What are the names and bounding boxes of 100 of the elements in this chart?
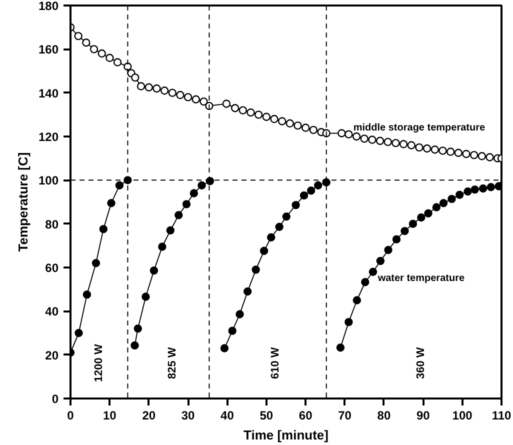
point: [352, 296, 362, 304]
point: [300, 191, 308, 200]
annotation: 360 W: [414, 346, 427, 380]
point: [98, 49, 106, 58]
point: [198, 181, 206, 190]
point: [136, 82, 146, 90]
point: [166, 226, 175, 234]
x-tick-label: 70: [338, 408, 352, 422]
point: [184, 93, 192, 102]
point: [160, 86, 169, 95]
point: [407, 141, 416, 150]
x-tick-label: 10: [103, 408, 117, 422]
point: [278, 117, 286, 126]
point: [252, 266, 260, 274]
point: [432, 203, 441, 212]
point: [222, 100, 231, 108]
point: [200, 97, 208, 106]
point: [152, 84, 161, 93]
annotation: 610 W: [269, 346, 282, 380]
point: [470, 185, 479, 194]
x-tick-label: 110: [492, 408, 512, 422]
y-tick-label: 180: [38, 0, 59, 13]
point: [230, 104, 240, 112]
y-tick-label: 80: [45, 217, 59, 232]
y-tick-label: 140: [38, 86, 59, 100]
point: [301, 124, 310, 132]
point: [486, 153, 494, 162]
point: [415, 143, 424, 152]
point: [464, 187, 472, 196]
x-tick-label: 30: [181, 408, 196, 422]
y-tick-label: 160: [38, 42, 59, 57]
point: [82, 38, 90, 47]
point: [144, 83, 153, 92]
point: [478, 184, 488, 193]
point: [150, 266, 158, 275]
point: [90, 45, 98, 54]
annotation: 825 W: [166, 346, 178, 380]
point: [384, 138, 392, 146]
point: [470, 150, 478, 160]
point: [306, 186, 316, 195]
point: [446, 148, 455, 156]
point: [282, 212, 290, 221]
point: [454, 148, 462, 157]
point: [134, 324, 142, 333]
point: [430, 146, 439, 154]
point: [168, 88, 176, 97]
point: [82, 290, 92, 299]
point: [142, 292, 150, 301]
point: [74, 32, 82, 40]
point: [455, 190, 464, 199]
series-label: middle storage temperature: [353, 122, 486, 134]
point: [338, 129, 346, 138]
point: [192, 95, 200, 104]
point: [182, 200, 191, 208]
point: [399, 140, 408, 148]
point: [352, 132, 361, 141]
point: [275, 222, 284, 231]
point: [336, 344, 345, 352]
point: [74, 328, 83, 338]
point: [115, 181, 124, 190]
point: [107, 199, 116, 208]
point: [106, 54, 114, 62]
y-tick-label: 40: [45, 304, 59, 319]
point: [408, 220, 418, 228]
x-tick-label: 100: [452, 408, 473, 422]
point: [314, 181, 322, 190]
point: [448, 194, 456, 204]
point: [309, 126, 318, 134]
point: [228, 326, 236, 335]
y-tick-label: 60: [45, 261, 59, 275]
point: [130, 341, 139, 350]
point: [131, 73, 140, 82]
point: [376, 256, 385, 266]
point: [220, 344, 229, 352]
point: [260, 246, 268, 255]
point: [368, 268, 378, 276]
point: [246, 108, 255, 117]
x-tick-label: 40: [220, 408, 234, 422]
point: [267, 233, 276, 242]
point: [417, 213, 426, 222]
point: [262, 112, 271, 121]
y-axis-title: Temperature [C]: [15, 152, 30, 252]
point: [384, 246, 392, 254]
point: [361, 278, 370, 286]
point: [344, 130, 353, 138]
point: [392, 138, 400, 148]
point: [286, 119, 294, 128]
point: [368, 136, 376, 144]
point: [174, 211, 183, 220]
point: [424, 209, 432, 218]
y-tick-label: 120: [38, 130, 59, 144]
x-axis-title: Time [minute]: [244, 428, 329, 442]
x-tick-label: 60: [298, 408, 313, 422]
x-tick-label: 0: [67, 408, 74, 422]
point: [486, 183, 496, 192]
y-tick-label: 100: [38, 174, 59, 188]
x-tick-label: 90: [416, 408, 430, 422]
point: [478, 152, 486, 160]
point: [99, 224, 108, 234]
x-tick-label: 80: [377, 408, 391, 422]
